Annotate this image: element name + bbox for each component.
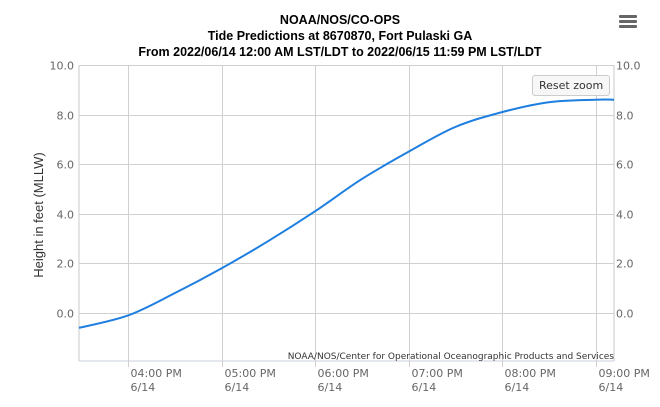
y-tick-label-right: 6.0 bbox=[616, 159, 634, 172]
x-tick-time: 04:00 PM bbox=[131, 367, 182, 380]
y-tick-label: 2.0 bbox=[57, 258, 75, 271]
grid-lines bbox=[78, 65, 615, 367]
chart-menu-button[interactable] bbox=[617, 12, 639, 32]
hamburger-menu-icon-bar bbox=[619, 25, 637, 28]
y-tick-label: 8.0 bbox=[57, 110, 75, 123]
chart-date-range: From 2022/06/14 12:00 AM LST/LDT to 2022… bbox=[138, 45, 542, 59]
y-tick-label-right: 0.0 bbox=[616, 308, 634, 321]
y-axis-right: 10.0 8.0 6.0 4.0 2.0 0.0 bbox=[616, 60, 641, 321]
hamburger-menu-icon-bar bbox=[619, 20, 637, 23]
x-tick-date: 6/14 bbox=[412, 381, 437, 394]
hamburger-menu-icon bbox=[619, 15, 637, 18]
x-tick-time: 08:00 PM bbox=[505, 367, 556, 380]
x-tick-date: 6/14 bbox=[505, 381, 530, 394]
y-tick-label-right: 8.0 bbox=[616, 110, 634, 123]
x-tick-time: 09:00 PM bbox=[599, 367, 650, 380]
chart-subtitle: Tide Predictions at 8670870, Fort Pulask… bbox=[207, 29, 473, 43]
x-tick-time: 07:00 PM bbox=[412, 367, 463, 380]
x-tick-date: 6/14 bbox=[599, 381, 624, 394]
x-tick-time: 05:00 PM bbox=[225, 367, 276, 380]
y-tick-label: 4.0 bbox=[57, 209, 75, 222]
x-tick-date: 6/14 bbox=[225, 381, 250, 394]
y-axis-left: 10.0 8.0 6.0 4.0 2.0 0.0 bbox=[50, 60, 75, 321]
y-tick-label-right: 10.0 bbox=[616, 60, 641, 73]
credit-text: NOAA/NOS/Center for Operational Oceanogr… bbox=[288, 352, 615, 362]
y-tick-label: 6.0 bbox=[57, 159, 75, 172]
chart-title-block: NOAA/NOS/CO-OPS Tide Predictions at 8670… bbox=[0, 12, 660, 60]
chart-title: NOAA/NOS/CO-OPS bbox=[279, 13, 401, 27]
y-axis-label: Height in feet (MLLW) bbox=[31, 152, 46, 277]
y-tick-label-right: 4.0 bbox=[616, 209, 634, 222]
x-tick-time: 06:00 PM bbox=[318, 367, 369, 380]
reset-zoom-button[interactable]: Reset zoom bbox=[532, 75, 611, 96]
x-tick-date: 6/14 bbox=[318, 381, 343, 394]
tide-prediction-line[interactable] bbox=[78, 98, 615, 329]
y-tick-label: 10.0 bbox=[50, 60, 75, 73]
y-tick-label-right: 2.0 bbox=[616, 258, 634, 271]
x-tick-date: 6/14 bbox=[131, 381, 156, 394]
y-tick-label: 0.0 bbox=[57, 308, 75, 321]
